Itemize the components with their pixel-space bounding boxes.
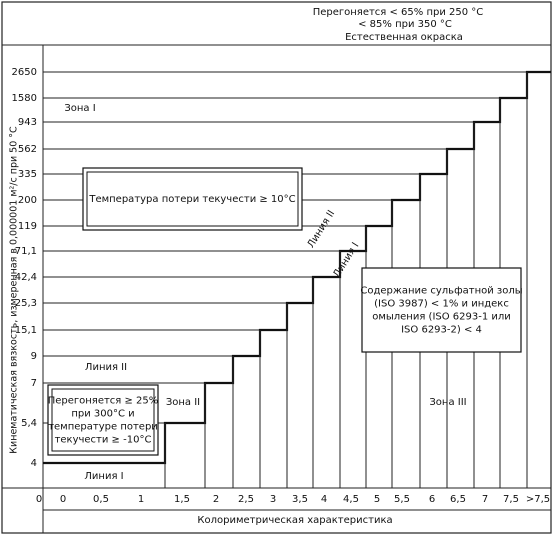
y-axis-title: Кинематическая вязкость, измеренная в 0,… — [9, 126, 20, 454]
box-inner — [51, 388, 155, 452]
x-label: 3 — [270, 494, 276, 505]
x-label: 1 — [138, 494, 144, 505]
x-label: 1,5 — [174, 494, 190, 505]
box-text: Перегоняется ≥ 25% — [48, 396, 159, 407]
y-label: 943 — [18, 117, 37, 128]
staircase — [43, 70, 551, 465]
box-inner — [86, 171, 299, 227]
box-text: текучести ≥ -10°C — [55, 435, 152, 446]
x-label: 2,5 — [238, 494, 254, 505]
x-label: 0,5 — [93, 494, 109, 505]
x-label: 5 — [374, 494, 380, 505]
x-label: 0 — [36, 494, 42, 505]
y-label: 4 — [31, 458, 37, 469]
header-text: Естественная окраска — [345, 32, 463, 43]
line-label: Линия II — [306, 208, 338, 250]
box-text: Содержание сульфатной золы — [360, 286, 522, 297]
x-label: 5,5 — [394, 494, 410, 505]
box-text: при 300°C и — [71, 409, 134, 420]
y-label: 9 — [31, 351, 37, 362]
box-text: ISO 6293-2) < 4 — [401, 325, 482, 336]
x-label: 6 — [429, 494, 435, 505]
y-label: 42,4 — [15, 272, 37, 283]
y-label: 5,4 — [21, 418, 37, 429]
box-text: омыления (ISO 6293-1 или — [372, 312, 511, 323]
zone-label: Зона I — [64, 103, 95, 114]
y-label: 25,3 — [15, 298, 37, 309]
y-label: 2650 — [12, 67, 37, 78]
x-label: 4 — [321, 494, 327, 505]
box-text: (ISO 3987) < 1% и индекс — [374, 299, 509, 310]
box — [82, 167, 303, 231]
line-label: Линия I — [84, 471, 123, 482]
y-label: 15,1 — [15, 325, 37, 336]
x-label: 6,5 — [450, 494, 466, 505]
line-label: Линия I — [331, 241, 361, 280]
y-label: 71,1 — [15, 246, 37, 257]
y-label: 7 — [31, 378, 37, 389]
line-label: Линия II — [85, 362, 127, 373]
y-label: 200 — [18, 195, 37, 206]
zone-label: Зона II — [166, 397, 200, 408]
zone-label: Зона III — [429, 397, 466, 408]
x-label: 7 — [482, 494, 488, 505]
header-text: < 85% при 350 °C — [358, 19, 452, 30]
box-text: температуре потери — [48, 422, 158, 433]
box — [361, 267, 522, 353]
y-label: 335 — [18, 169, 37, 180]
y-label: 119 — [18, 221, 37, 232]
x-label: 3,5 — [292, 494, 308, 505]
box-text: Температура потери текучести ≥ 10°C — [88, 194, 295, 205]
box — [47, 384, 159, 456]
y-label: 1580 — [12, 93, 37, 104]
header-text: Перегоняется < 65% при 250 °C — [313, 7, 484, 18]
x-label: 7,5 — [503, 494, 519, 505]
x-axis-title: Колориметрическая характеристика — [197, 515, 392, 526]
x-label: 4,5 — [343, 494, 359, 505]
x-label: >7,5 — [526, 494, 550, 505]
x-label: 0 — [60, 494, 66, 505]
y-label: 562 — [18, 144, 37, 155]
x-label: 2 — [213, 494, 219, 505]
